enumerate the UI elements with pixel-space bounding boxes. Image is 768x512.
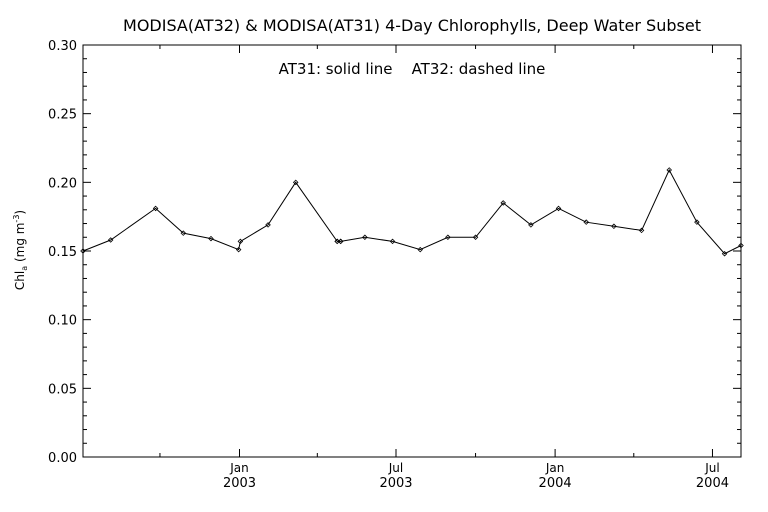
data-point-at31 (472, 234, 479, 241)
data-point-at31 (265, 222, 271, 228)
y-axis-label: Chla (mg m-3) (12, 210, 29, 290)
y-tick-label: 0.25 (48, 108, 77, 123)
data-point-at31 (583, 219, 589, 225)
data-point-at31 (292, 179, 299, 186)
y-tick-label: 0.10 (48, 314, 77, 329)
data-point-at31 (528, 222, 534, 228)
data-point-at31 (611, 223, 617, 230)
x-tick-year-label: 2003 (223, 476, 256, 491)
data-point-at31 (694, 219, 700, 225)
data-point-at31 (500, 200, 506, 206)
data-point-at31 (445, 234, 451, 241)
data-point-at31 (555, 205, 562, 212)
data-point-at31 (235, 246, 242, 253)
y-axis-label-superscript: -3 (12, 215, 21, 223)
y-tick-label: 0.00 (48, 451, 77, 466)
series-line-at31 (82, 168, 742, 255)
data-point-at31 (152, 205, 159, 212)
y-axis-label-prefix: Chl (13, 271, 27, 290)
series-layer (80, 167, 744, 257)
y-tick-label: 0.15 (48, 245, 77, 260)
data-point-at31 (738, 242, 744, 249)
x-tick-month-label: Jul (388, 461, 403, 475)
data-point-at31 (721, 250, 728, 257)
data-point-at31 (638, 227, 645, 234)
data-point-at31 (237, 238, 244, 245)
y-tick-label: 0.05 (48, 382, 77, 397)
x-tick-month-label: Jan (229, 461, 249, 475)
data-point-at31 (107, 237, 114, 243)
chart-title: MODISA(AT32) & MODISA(AT31) 4-Day Chloro… (123, 16, 701, 35)
plot-frame (82, 44, 742, 458)
x-tick-month-label: Jan (545, 461, 565, 475)
y-tick-label: 0.20 (48, 176, 77, 191)
data-point-at31 (180, 230, 187, 236)
x-tick-year-label: 2004 (539, 476, 572, 491)
y-tick-label: 0.30 (48, 39, 77, 54)
data-point-at31 (208, 235, 214, 242)
y-axis-label-suffix: ) (13, 210, 27, 215)
data-point-at31 (80, 248, 86, 254)
x-tick-month-label: Jul (704, 461, 719, 475)
data-point-at31 (417, 246, 423, 253)
y-axis: 0.00 0.05 0.10 0.15 0.20 0.25 0.30 (48, 39, 741, 466)
x-tick-year-label: 2003 (379, 476, 412, 491)
y-axis-label-subscript: a (20, 266, 29, 271)
data-point-at31 (666, 167, 672, 173)
line-style-legend: AT31: solid line AT32: dashed line (279, 60, 546, 78)
data-point-at31 (389, 238, 396, 245)
data-point-at31 (362, 234, 368, 241)
data-point-at32 (337, 238, 344, 245)
x-tick-year-label: 2004 (696, 476, 729, 491)
y-axis-label-unit: (mg m (13, 223, 27, 263)
